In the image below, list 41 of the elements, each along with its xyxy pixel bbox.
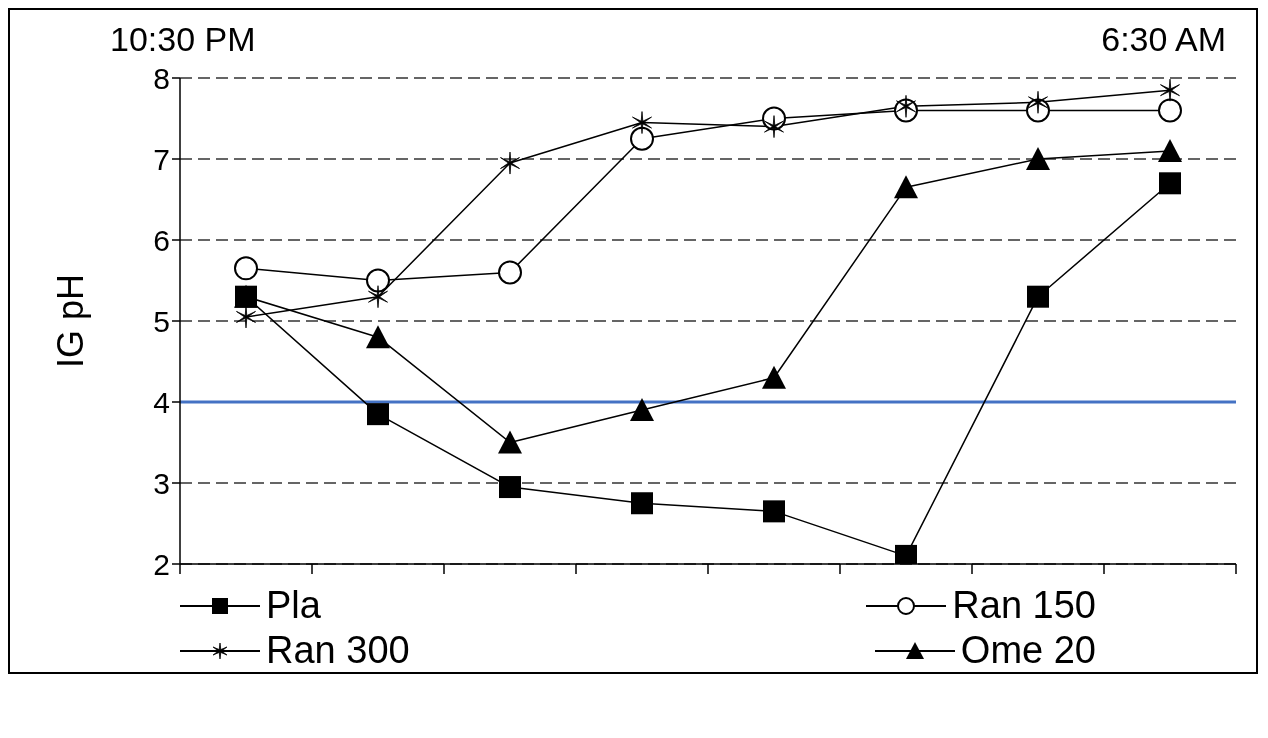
legend-label: Pla [266, 584, 321, 627]
point [500, 151, 520, 175]
y-tick-label: 6 [153, 223, 170, 257]
point [630, 126, 654, 151]
point [1158, 98, 1182, 123]
legend-label: Ran 150 [952, 584, 1096, 627]
point [1160, 78, 1180, 102]
point [632, 111, 652, 134]
point [367, 403, 389, 426]
y-tick-label: 2 [153, 547, 170, 581]
point [236, 305, 256, 329]
legend-label: Ome 20 [960, 629, 1096, 672]
point [763, 500, 785, 523]
y-tick-label: 4 [153, 385, 170, 419]
point [894, 175, 918, 199]
y-axis-title: IG pH [49, 273, 91, 369]
point [1159, 172, 1181, 195]
point [1158, 138, 1182, 162]
point [368, 285, 388, 309]
y-tick-label: 3 [153, 466, 170, 500]
point [498, 430, 522, 454]
point [366, 268, 390, 293]
text: 6:30 AM [1101, 20, 1226, 60]
point [1027, 285, 1049, 308]
y-tick-label: 7 [153, 142, 170, 176]
point [630, 398, 654, 422]
point [498, 260, 522, 285]
point [764, 115, 784, 138]
point [499, 476, 521, 499]
point [1028, 90, 1048, 114]
point [234, 256, 258, 281]
y-tick-label: 8 [153, 61, 170, 95]
point [366, 325, 390, 349]
legend-label: Ran 300 [266, 629, 410, 672]
text: 10:30 PM [110, 20, 256, 58]
point [762, 365, 786, 389]
point [631, 492, 653, 515]
point [896, 94, 916, 118]
point [1026, 147, 1050, 170]
point [895, 544, 917, 564]
y-tick-label: 5 [153, 304, 170, 338]
